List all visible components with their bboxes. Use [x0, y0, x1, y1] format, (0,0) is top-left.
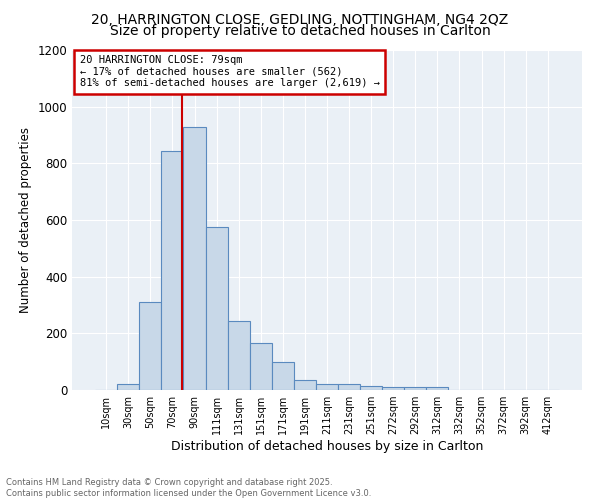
Text: 20, HARRINGTON CLOSE, GEDLING, NOTTINGHAM, NG4 2QZ: 20, HARRINGTON CLOSE, GEDLING, NOTTINGHA… [91, 12, 509, 26]
Bar [427, 387, 448, 390]
Bar [161, 150, 184, 390]
Text: 20 HARRINGTON CLOSE: 79sqm
← 17% of detached houses are smaller (562)
81% of sem: 20 HARRINGTON CLOSE: 79sqm ← 17% of deta… [80, 55, 380, 88]
Text: Size of property relative to detached houses in Carlton: Size of property relative to detached ho… [110, 24, 490, 38]
Bar [227, 320, 250, 390]
Bar [360, 386, 382, 390]
Bar [117, 384, 139, 390]
Bar [338, 384, 360, 390]
Bar [316, 384, 338, 390]
Bar [206, 227, 227, 390]
Bar [139, 302, 161, 390]
Text: Contains HM Land Registry data © Crown copyright and database right 2025.
Contai: Contains HM Land Registry data © Crown c… [6, 478, 371, 498]
Bar [382, 387, 404, 390]
Bar [250, 343, 272, 390]
Bar [184, 126, 206, 390]
Y-axis label: Number of detached properties: Number of detached properties [19, 127, 32, 313]
Bar [272, 362, 294, 390]
Bar [294, 380, 316, 390]
X-axis label: Distribution of detached houses by size in Carlton: Distribution of detached houses by size … [171, 440, 483, 453]
Bar [404, 387, 427, 390]
